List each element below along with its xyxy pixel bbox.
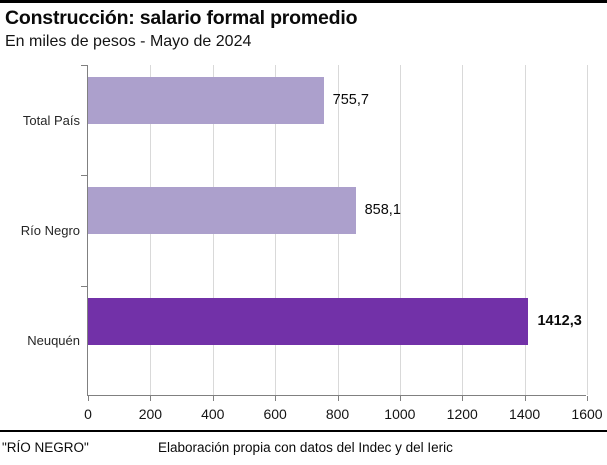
x-axis-tick bbox=[212, 396, 214, 401]
x-axis-tick-label: 1000 bbox=[384, 406, 416, 422]
x-axis-tick-label: 0 bbox=[84, 406, 92, 422]
page-subtitle: En miles de pesos - Mayo de 2024 bbox=[5, 33, 252, 50]
footer-divider bbox=[0, 430, 607, 432]
category-label: Río Negro bbox=[20, 222, 80, 238]
x-axis-tick bbox=[399, 396, 401, 401]
bar-total-pais bbox=[88, 77, 324, 124]
x-axis-tick bbox=[462, 396, 464, 401]
gridline bbox=[462, 65, 464, 395]
y-axis-tick bbox=[81, 285, 88, 287]
top-border bbox=[0, 0, 607, 3]
gridline bbox=[524, 65, 526, 395]
x-axis-tick bbox=[524, 396, 526, 401]
plot-area: 0 200 400 600 800 1000 1200 1400 1600 755,7 Total … bbox=[21, 65, 603, 422]
x-axis-tick-label: 800 bbox=[325, 406, 350, 422]
category-label: Total País bbox=[22, 112, 80, 128]
x-axis-tick bbox=[275, 396, 277, 401]
bar-rio-negro bbox=[88, 187, 356, 235]
source-credit: Elaboración propia con datos del Indec y… bbox=[158, 440, 453, 455]
bar-value-label: 755,7 bbox=[332, 92, 369, 108]
x-axis-tick-label: 400 bbox=[201, 406, 225, 422]
y-axis-tick bbox=[81, 65, 88, 66]
x-axis-tick-label: 1600 bbox=[571, 406, 603, 422]
y-axis-tick bbox=[81, 175, 88, 177]
bar-value-label: 1412,3 bbox=[537, 312, 582, 329]
category-label: Neuquén bbox=[27, 333, 80, 349]
page-title: Construcción: salario formal promedio bbox=[5, 7, 358, 29]
x-axis-tick-label: 1200 bbox=[446, 406, 478, 422]
x-axis-tick bbox=[337, 396, 339, 401]
x-axis-tick-label: 600 bbox=[263, 406, 287, 422]
x-axis-tick bbox=[150, 396, 152, 401]
bar-value-label: 858,1 bbox=[364, 202, 401, 219]
source-name: "RÍO NEGRO" bbox=[2, 440, 89, 455]
gridline bbox=[399, 65, 401, 395]
bar-neuquen bbox=[88, 297, 529, 345]
x-axis-tick bbox=[88, 396, 89, 401]
gridline bbox=[587, 65, 588, 395]
x-axis-tick bbox=[587, 396, 588, 401]
x-axis-tick-label: 200 bbox=[138, 406, 163, 422]
x-axis-tick-label: 1400 bbox=[509, 406, 541, 422]
